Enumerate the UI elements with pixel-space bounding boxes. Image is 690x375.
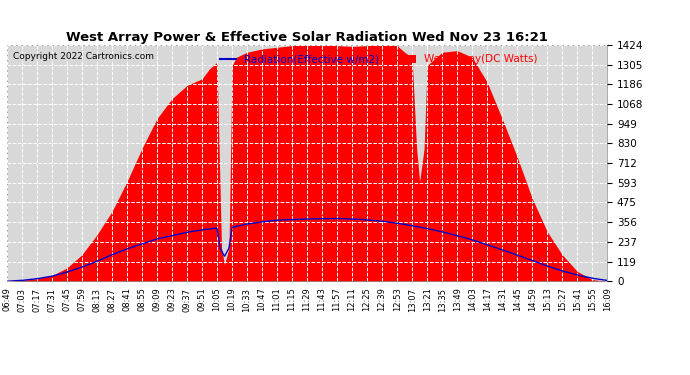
Legend: Radiation(Effective w/m2), West Array(DC Watts): Radiation(Effective w/m2), West Array(DC…	[216, 50, 542, 69]
Title: West Array Power & Effective Solar Radiation Wed Nov 23 16:21: West Array Power & Effective Solar Radia…	[66, 31, 548, 44]
Text: Copyright 2022 Cartronics.com: Copyright 2022 Cartronics.com	[13, 52, 154, 61]
